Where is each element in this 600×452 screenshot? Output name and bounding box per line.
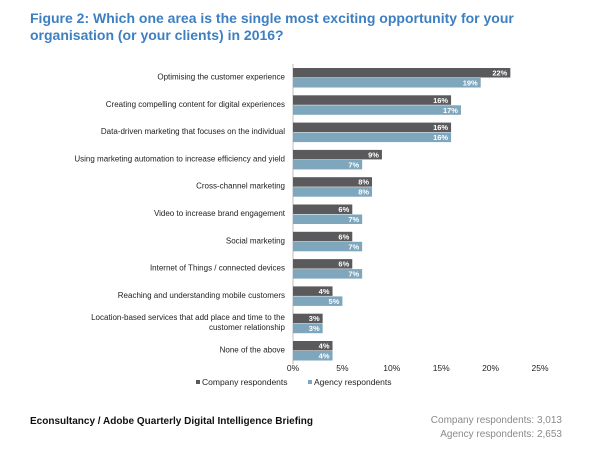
data-label-agency-respondents-11: 4% [319, 352, 330, 361]
category-label: None of the above [220, 346, 286, 355]
bar-agency-respondents-1 [293, 78, 481, 88]
bar-company-respondents-6 [293, 204, 353, 214]
data-label-agency-respondents-10: 3% [309, 324, 320, 333]
data-label-company-respondents-10: 3% [309, 314, 320, 323]
bar-agency-respondents-7 [293, 241, 363, 252]
data-label-company-respondents-5: 8% [358, 178, 369, 187]
legend-label-agency-respondents: Agency respondents [314, 377, 392, 387]
category-label: Data-driven marketing that focuses on th… [101, 127, 285, 136]
legend-swatch-company-respondents [196, 380, 200, 384]
data-label-agency-respondents-5: 8% [358, 188, 369, 197]
figure-title: Figure 2: Which one area is the single m… [30, 10, 514, 43]
bar-agency-respondents-9 [293, 296, 343, 306]
data-label-company-respondents-1: 22% [492, 69, 507, 78]
bar-agency-respondents-11 [293, 351, 333, 361]
bar-chart: Optimising the customer experience 22% 19%… [74, 64, 549, 387]
data-label-agency-respondents-1: 19% [463, 79, 478, 88]
x-tick-label: 5% [336, 363, 349, 373]
legend-swatch-agency-respondents [308, 380, 312, 384]
data-label-company-respondents-6: 6% [338, 205, 349, 214]
data-label-company-respondents-2: 16% [433, 96, 448, 105]
data-label-company-respondents-9: 4% [319, 287, 330, 296]
bar-company-respondents-4 [293, 149, 382, 160]
data-label-agency-respondents-9: 5% [329, 297, 340, 306]
x-tick-label: 25% [531, 363, 548, 373]
data-label-agency-respondents-6: 7% [348, 215, 359, 224]
category-label: Social marketing [226, 236, 285, 245]
data-label-company-respondents-7: 6% [338, 232, 349, 241]
bar-company-respondents-1 [293, 68, 511, 78]
data-label-company-respondents-4: 9% [368, 150, 379, 159]
data-label-company-respondents-11: 4% [319, 342, 330, 351]
bar-agency-respondents-10 [293, 323, 323, 334]
category-label: Internet of Things / connected devices [150, 264, 285, 273]
bar-company-respondents-5 [293, 177, 373, 187]
bar-agency-respondents-6 [293, 214, 363, 224]
bar-company-respondents-9 [293, 286, 333, 296]
company-respondents-count: Company respondents: 3,013 [430, 415, 562, 426]
category-label: Cross-channel marketing [196, 182, 285, 191]
category-label: Location-based services that add place a… [91, 313, 285, 332]
x-tick-label: 0% [287, 363, 300, 373]
agency-respondents-count: Agency respondents: 2,653 [440, 429, 562, 440]
bar-agency-respondents-3 [293, 132, 452, 143]
bar-company-respondents-11 [293, 341, 333, 351]
x-tick-label: 15% [433, 363, 450, 373]
category-label: Using marketing automation to increase e… [74, 154, 285, 163]
data-label-company-respondents-8: 6% [338, 260, 349, 269]
data-label-agency-respondents-2: 17% [443, 106, 458, 115]
bar-company-respondents-2 [293, 95, 452, 105]
bar-agency-respondents-8 [293, 269, 363, 279]
category-label: Optimising the customer experience [157, 73, 285, 82]
category-label: Creating compelling content for digital … [106, 100, 285, 109]
x-tick-label: 20% [482, 363, 499, 373]
data-label-agency-respondents-3: 16% [433, 133, 448, 142]
data-label-company-respondents-3: 16% [433, 123, 448, 132]
legend-label-company-respondents: Company respondents [202, 377, 288, 387]
category-label: Reaching and understanding mobile custom… [118, 291, 285, 300]
x-tick-label: 10% [383, 363, 400, 373]
bar-agency-respondents-2 [293, 105, 461, 115]
data-label-agency-respondents-7: 7% [348, 242, 359, 251]
source-credit: Econsultancy / Adobe Quarterly Digital I… [30, 416, 314, 427]
bar-company-respondents-10 [293, 313, 323, 324]
bar-company-respondents-3 [293, 122, 452, 133]
bar-agency-respondents-5 [293, 187, 373, 197]
data-label-agency-respondents-4: 7% [348, 160, 359, 169]
bar-company-respondents-8 [293, 259, 353, 269]
bar-company-respondents-7 [293, 231, 353, 242]
data-label-agency-respondents-8: 7% [348, 270, 359, 279]
bar-agency-respondents-4 [293, 159, 363, 170]
category-label: Video to increase brand engagement [154, 209, 286, 218]
